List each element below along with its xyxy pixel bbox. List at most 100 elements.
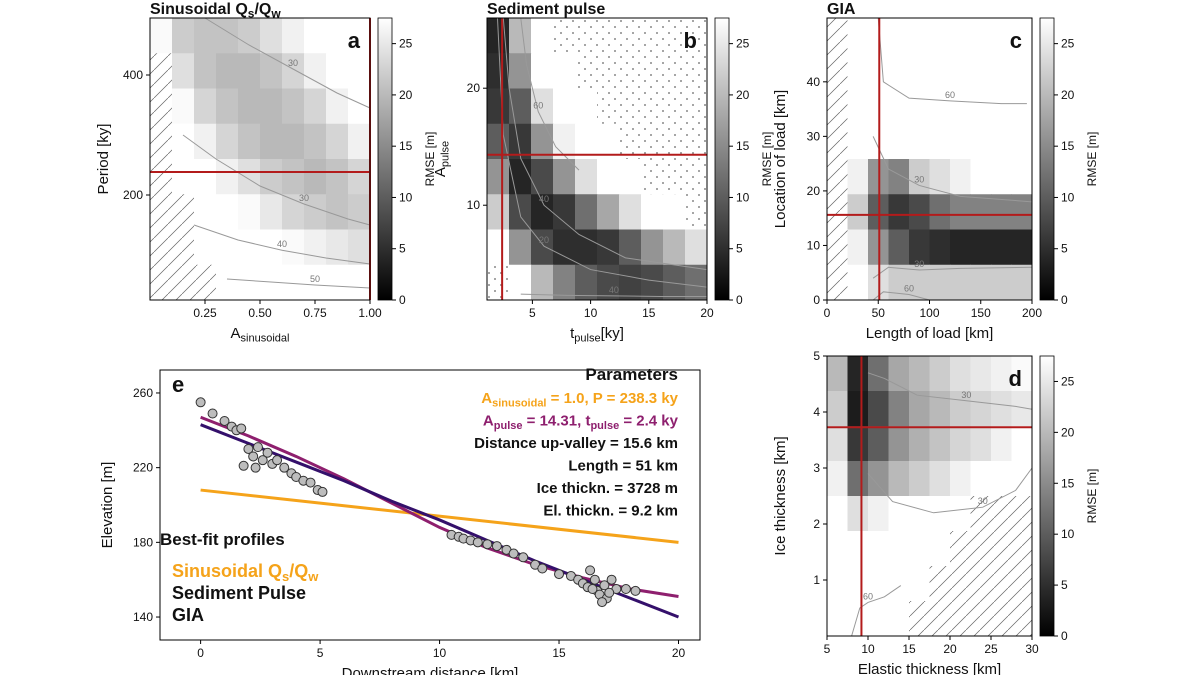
heat-cell (304, 264, 327, 301)
missing-cell (597, 18, 620, 54)
observation-point (262, 447, 273, 458)
heat-cell (868, 426, 889, 462)
x-axis-label: tpulse[ky] (570, 325, 624, 344)
heat-cell (847, 123, 869, 160)
heat-cell (888, 496, 910, 532)
missing-cell (929, 601, 951, 637)
heat-cell (238, 123, 261, 160)
missing-cell (641, 18, 664, 54)
heat-cell (847, 53, 869, 89)
heat-cell (868, 566, 889, 602)
heat-cell (172, 159, 195, 195)
observation-point (243, 443, 254, 454)
x-axis-label-part: t (570, 325, 575, 342)
observation-point (606, 574, 617, 585)
colorbar (377, 17, 393, 301)
heat-cell (326, 159, 349, 195)
colorbar-label: RMSE [m] (1085, 469, 1099, 524)
heat-cell (487, 88, 510, 125)
heat-cell (950, 229, 971, 266)
colorbar (714, 17, 730, 301)
x-tick-label: 25 (984, 642, 998, 656)
heat-cell (282, 159, 305, 195)
contour-label: 30 (288, 58, 298, 68)
parameter-line-part: A (483, 413, 494, 430)
heat-cell (827, 496, 848, 532)
heat-cell (970, 194, 992, 230)
x-tick-label: 15 (642, 306, 656, 320)
heat-cell (888, 264, 910, 301)
heat-cell (260, 123, 283, 160)
heat-cell (260, 194, 283, 230)
missing-cell (575, 18, 598, 54)
observation-point (317, 486, 328, 497)
legend-entry-part: w (307, 569, 319, 584)
missing-cell (663, 88, 686, 125)
heat-cell (950, 159, 971, 195)
colorbar-label: RMSE [m] (760, 132, 774, 187)
missing-cell (150, 88, 173, 125)
heat-cell (888, 391, 910, 427)
observation-point (272, 455, 283, 466)
contour-label: 40 (609, 285, 619, 295)
missing-cell (150, 264, 173, 301)
missing-cell (597, 88, 620, 125)
panel-letter: a (348, 28, 361, 53)
heat-cell (348, 264, 371, 301)
heat-cell (663, 194, 686, 230)
heat-cell (1011, 426, 1033, 462)
heat-cell (991, 53, 1012, 89)
heat-cell (216, 18, 239, 54)
x-tick-label: 10 (433, 646, 447, 660)
heat-cell (172, 53, 195, 89)
observation-point (518, 552, 529, 563)
heat-cell (1011, 88, 1033, 125)
colorbar-tick-label: 15 (399, 139, 413, 153)
missing-cell (553, 18, 576, 54)
heat-cell (553, 194, 576, 230)
colorbar-tick-label: 25 (1061, 37, 1075, 51)
missing-cell (685, 123, 708, 160)
missing-cell (991, 601, 1012, 637)
heat-cell (531, 264, 554, 301)
colorbar-tick-label: 10 (1061, 527, 1075, 541)
missing-cell (950, 531, 971, 567)
plot-frame (826, 355, 1033, 637)
x-tick-label: 50 (872, 306, 886, 320)
missing-cell (991, 566, 1012, 602)
x-axis-label: Asinusoidal (231, 325, 290, 344)
heat-cell (531, 159, 554, 195)
heat-cell (282, 53, 305, 89)
heat-cell (991, 159, 1012, 195)
x-tick-label: 200 (1022, 306, 1042, 320)
parameter-line-part: = 1.0, P = 238.3 ky (547, 390, 679, 407)
heat-cell (260, 264, 283, 301)
heat-cell (950, 88, 971, 125)
contour-line (502, 17, 708, 271)
heat-cell (929, 194, 951, 230)
heat-cell (847, 461, 869, 497)
heat-cell (950, 461, 971, 497)
missing-cell (685, 53, 708, 89)
heat-cell (216, 123, 239, 160)
heat-cell (888, 426, 910, 462)
heat-cell (619, 159, 642, 195)
missing-cell (641, 123, 664, 160)
heat-cell (868, 496, 889, 532)
heat-cell (970, 461, 992, 497)
parameter-line: Apulse = 14.31, tpulse = 2.4 ky (483, 413, 679, 432)
heat-cell (929, 461, 951, 497)
heat-cell (970, 123, 992, 160)
contour-line (496, 17, 708, 288)
heat-cell (909, 264, 930, 301)
heat-cell (531, 88, 554, 125)
colorbar-tick-label: 20 (1061, 88, 1075, 102)
heat-cell (260, 88, 283, 125)
heat-cell (1011, 123, 1033, 160)
colorbar-tick-label: 5 (399, 242, 406, 256)
heat-cell (619, 194, 642, 230)
heat-cell (531, 229, 554, 266)
heat-cell (847, 601, 869, 637)
heat-cell (950, 426, 971, 462)
heat-cell (888, 53, 910, 89)
